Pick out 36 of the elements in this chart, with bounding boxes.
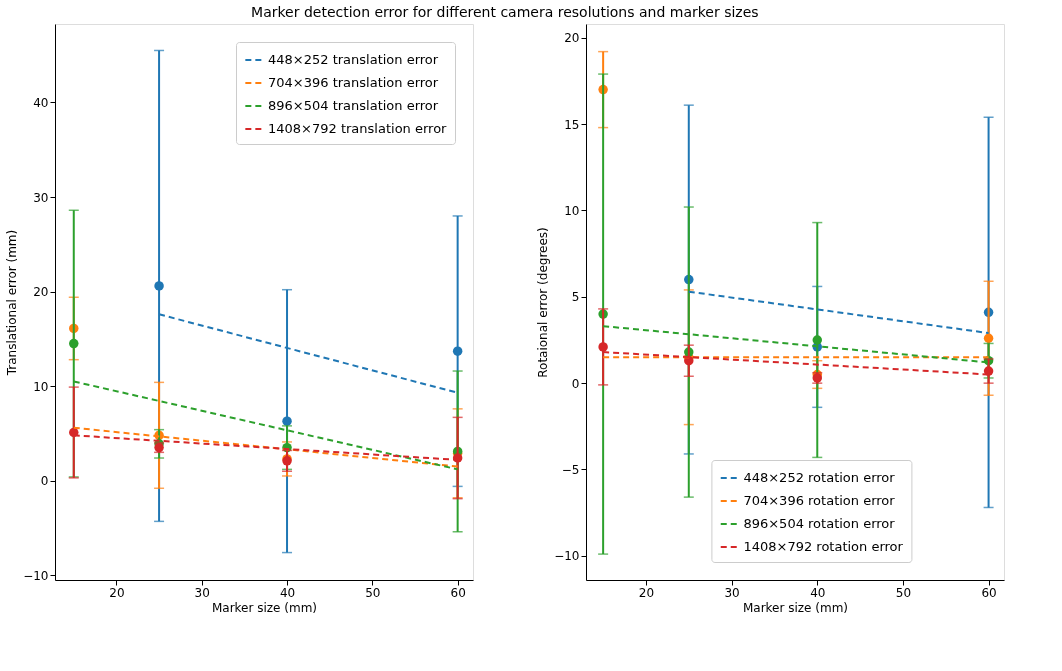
legend-label: 704×396 translation error	[268, 75, 439, 90]
x-tick-label: 50	[895, 585, 912, 600]
y-tick-label: 0	[40, 474, 49, 489]
y-tick-label: −5	[561, 462, 580, 477]
legend-label: 896×504 rotation error	[743, 516, 896, 531]
x-axis-title: Marker size (mm)	[211, 600, 318, 615]
legend-label: 704×396 rotation error	[743, 493, 896, 508]
x-tick-label: 20	[638, 585, 655, 600]
legend-label: 1408×792 rotation error	[743, 539, 904, 554]
y-tick-label: 20	[33, 285, 49, 300]
x-tick-label: 40	[279, 585, 296, 600]
y-tick-label: 10	[564, 203, 580, 218]
x-tick-label: 40	[810, 585, 826, 600]
legend-label: 1408×792 translation error	[268, 121, 448, 136]
y-tick-label: 15	[564, 117, 580, 132]
y-tick-label: 10	[33, 379, 49, 394]
x-tick-label: 30	[724, 585, 740, 600]
x-tick-label: 60	[450, 585, 466, 600]
text: Marker detection error for different camera resolutions and marker sizes	[251, 3, 759, 20]
y-axis-title: Translational error (mm)	[5, 229, 20, 377]
y-tick-label: 20	[564, 31, 580, 46]
y-axis-title: Rotaional error (degrees)	[536, 227, 551, 378]
y-tick-label: −10	[23, 568, 49, 583]
x-tick-label: 60	[981, 585, 997, 600]
x-tick-label: 30	[194, 585, 210, 600]
x-tick-label: 50	[365, 585, 381, 600]
y-tick-label: −10	[554, 549, 580, 564]
y-tick-label: 30	[33, 190, 49, 205]
y-tick-label: 5	[571, 290, 580, 305]
legend-label: 448×252 translation error	[268, 52, 439, 67]
x-axis-title: Marker size (mm)	[742, 600, 849, 615]
y-tick-label: 40	[33, 95, 49, 110]
x-tick-label: 20	[109, 585, 125, 600]
y-tick-label: 0	[571, 376, 580, 391]
legend-label: 448×252 rotation error	[743, 470, 896, 485]
legend-label: 896×504 translation error	[268, 98, 439, 113]
